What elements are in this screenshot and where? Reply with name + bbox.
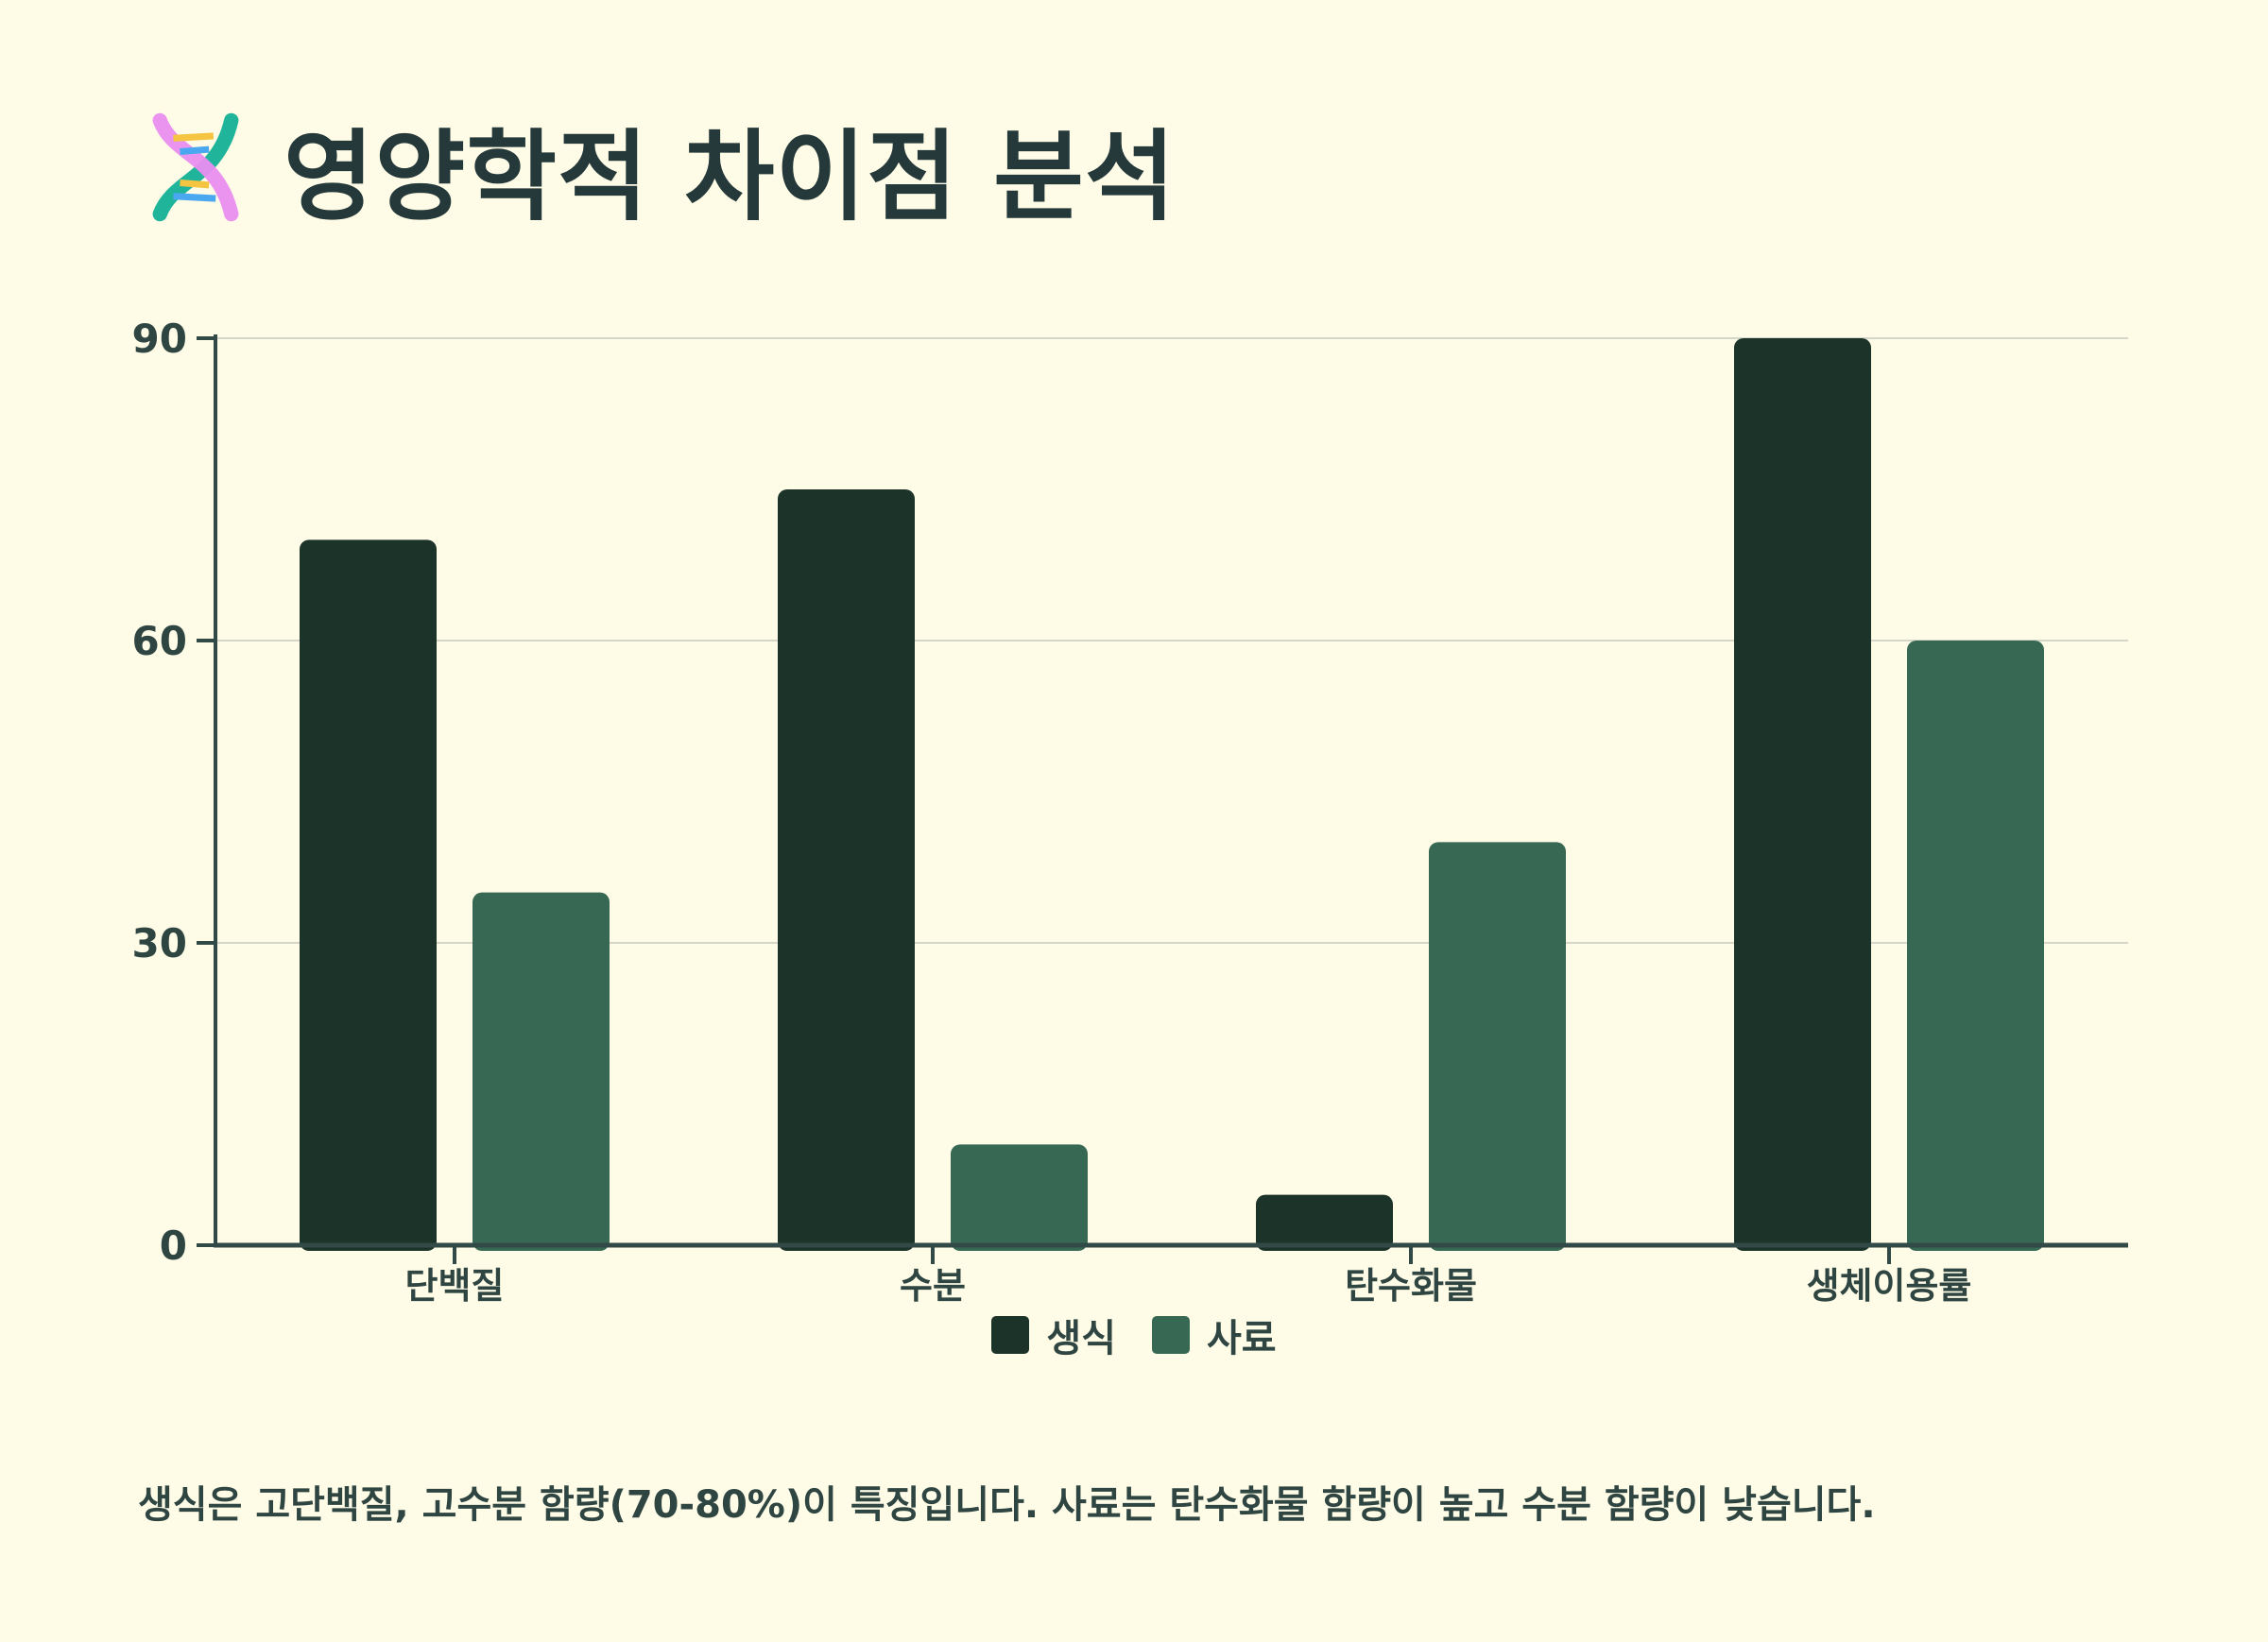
chart-legend: 생식 사료: [0, 1308, 2268, 1362]
x-tick-label: 단백질: [405, 1265, 505, 1307]
chart-caption: 생식은 고단백질, 고수분 함량(70-80%)이 특징입니다. 사료는 탄수화…: [138, 1483, 1876, 1527]
legend-label-kibble: 사료: [1207, 1317, 1277, 1360]
bar-kibble: [472, 892, 610, 1251]
bar-raw: [1734, 338, 1871, 1251]
y-tick-label: 90: [132, 316, 187, 362]
title-row: 영양학적 차이점 분석: [140, 106, 1177, 234]
dna-icon: [152, 112, 239, 222]
legend-item-kibble[interactable]: 사료: [1152, 1308, 1277, 1362]
y-tick-label: 60: [132, 618, 187, 664]
page-title: 영양학적 차이점 분석: [284, 118, 1177, 234]
legend-swatch-raw: [991, 1316, 1030, 1354]
bar-kibble: [1907, 641, 2044, 1251]
y-tick-label: 0: [160, 1223, 187, 1269]
bar-kibble: [951, 1144, 1088, 1251]
x-tick-label: 생체이용률: [1807, 1265, 1972, 1307]
bar-kibble: [1429, 842, 1566, 1251]
y-tick-label: 30: [132, 920, 187, 966]
legend-swatch-kibble: [1152, 1316, 1190, 1354]
legend-label-raw: 생식: [1046, 1317, 1116, 1360]
x-tick-label: 탄수화물: [1345, 1265, 1477, 1307]
bar-raw: [778, 489, 915, 1251]
bar-raw: [300, 539, 437, 1251]
legend-item-raw[interactable]: 생식: [991, 1308, 1116, 1362]
bar-raw: [1256, 1194, 1393, 1251]
x-tick-label: 수분: [900, 1265, 966, 1307]
